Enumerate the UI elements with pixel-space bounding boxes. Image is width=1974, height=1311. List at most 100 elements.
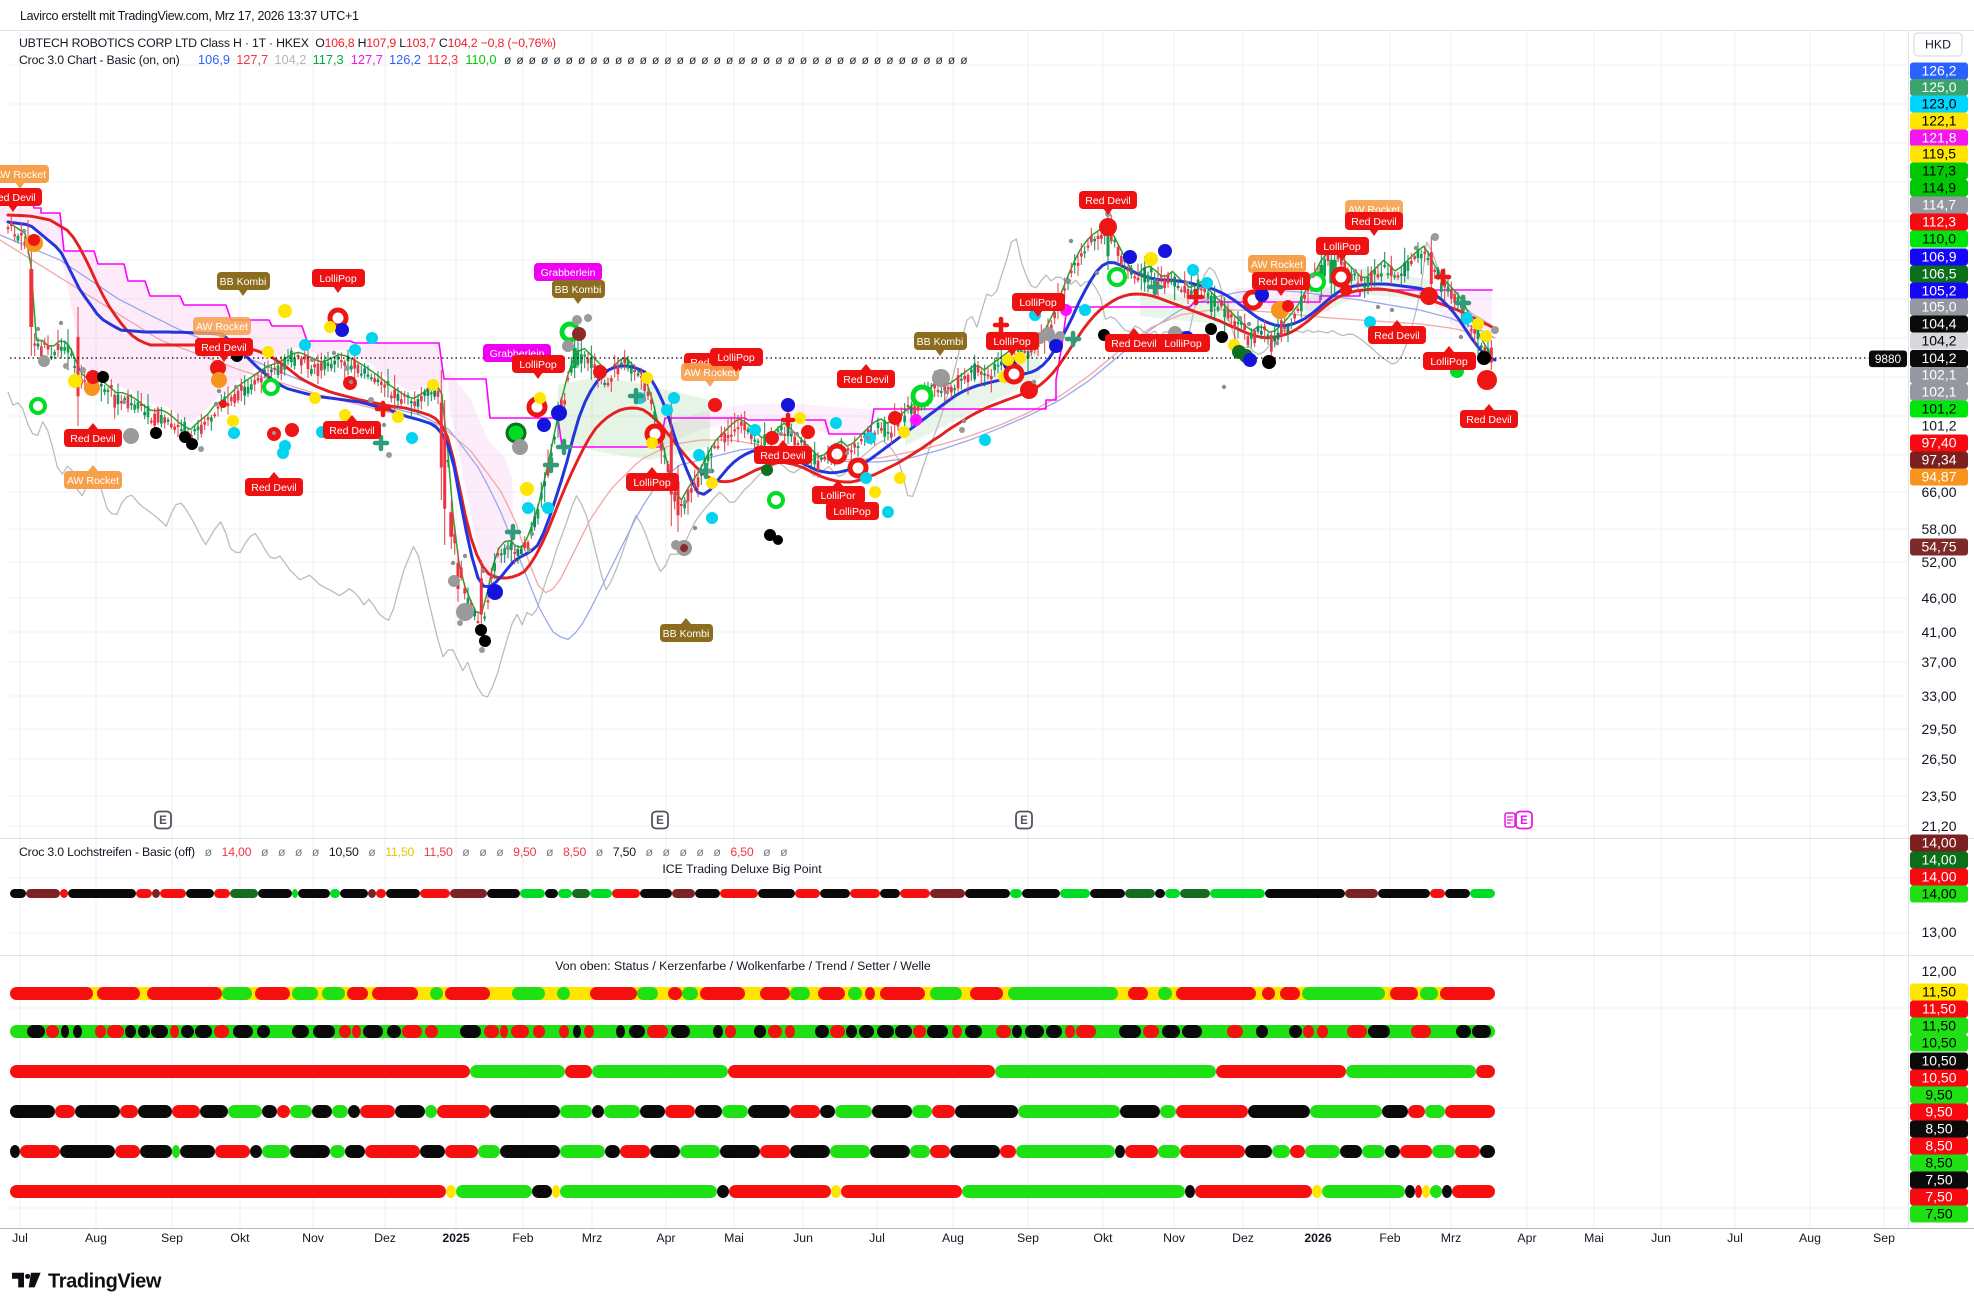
svg-text:8,50: 8,50 <box>1925 1138 1952 1154</box>
svg-text:Red Devil: Red Devil <box>1374 330 1420 342</box>
svg-text:112,3: 112,3 <box>1922 214 1956 230</box>
svg-text:112,3: 112,3 <box>427 52 458 67</box>
svg-text:66,00: 66,00 <box>1921 484 1956 500</box>
svg-text:106,9: 106,9 <box>198 52 230 67</box>
svg-text:Sep: Sep <box>1873 1231 1895 1245</box>
svg-text:E: E <box>1020 815 1028 827</box>
svg-text:8,50: 8,50 <box>1925 1121 1952 1137</box>
svg-text:54,75: 54,75 <box>1921 539 1956 555</box>
svg-text:114,9: 114,9 <box>1922 180 1956 196</box>
svg-text:9880: 9880 <box>1875 352 1902 366</box>
svg-text:BB Kombi: BB Kombi <box>917 336 964 348</box>
svg-text:104,2: 104,2 <box>1921 333 1956 349</box>
svg-text:Grabberlein: Grabberlein <box>541 267 596 279</box>
svg-text:7,50: 7,50 <box>1925 1172 1952 1188</box>
svg-text:41,00: 41,00 <box>1921 624 1956 640</box>
svg-text:BB Kombi: BB Kombi <box>220 276 267 288</box>
svg-text:29,50: 29,50 <box>1921 721 1956 737</box>
svg-text:Feb: Feb <box>1379 1231 1400 1245</box>
svg-text:Aug: Aug <box>1799 1231 1821 1245</box>
svg-text:104,4: 104,4 <box>1921 316 1956 332</box>
svg-text:LolliPop: LolliPop <box>1164 338 1202 350</box>
svg-text:104,2: 104,2 <box>1921 350 1956 366</box>
svg-text:126,2: 126,2 <box>389 52 421 67</box>
svg-text:øøøøøøøøøøøøøøøøøøøøøøøøøøøøøø: øøøøøøøøøøøøøøøøøøøøøøøøøøøøøøøøøøøøøø <box>504 53 973 67</box>
svg-text:Red Devil: Red Devil <box>1351 216 1397 228</box>
svg-text:104,2: 104,2 <box>274 52 306 67</box>
svg-text:LolliPop: LolliPop <box>833 506 871 518</box>
svg-text:Feb: Feb <box>512 1231 533 1245</box>
svg-text:HKD: HKD <box>1925 38 1951 52</box>
svg-text:10,50: 10,50 <box>1921 1053 1956 1069</box>
svg-text:37,00: 37,00 <box>1921 654 1956 670</box>
svg-text:BB Kombi: BB Kombi <box>555 284 602 296</box>
svg-text:125,0: 125,0 <box>1921 79 1956 95</box>
svg-text:110,0: 110,0 <box>465 52 496 67</box>
svg-text:E: E <box>159 815 167 827</box>
svg-text:Red Devil: Red Devil <box>70 433 116 445</box>
svg-text:102,1: 102,1 <box>1921 384 1956 400</box>
svg-text:10,50: 10,50 <box>1921 1035 1956 1051</box>
svg-text:26,50: 26,50 <box>1921 751 1956 767</box>
svg-text:11,50: 11,50 <box>1922 1001 1956 1017</box>
svg-text:2026: 2026 <box>1304 1231 1332 1245</box>
svg-text:119,5: 119,5 <box>1922 146 1956 162</box>
svg-text:Red Devil: Red Devil <box>1466 414 1512 426</box>
svg-text:Croc 3.0 Lochstreifen - Basic: Croc 3.0 Lochstreifen - Basic (off) ø 14… <box>19 845 788 859</box>
svg-text:Sep: Sep <box>1017 1231 1039 1245</box>
svg-text:Mrz: Mrz <box>1441 1231 1462 1245</box>
svg-text:101,2: 101,2 <box>1921 418 1956 434</box>
svg-text:106,9: 106,9 <box>1921 249 1956 265</box>
svg-text:13,00: 13,00 <box>1921 924 1956 940</box>
svg-text:BB Kombi: BB Kombi <box>663 628 710 640</box>
svg-text:Jun: Jun <box>1651 1231 1671 1245</box>
svg-text:LolliPop: LolliPop <box>993 336 1031 348</box>
svg-text:Apr: Apr <box>1517 1231 1536 1245</box>
svg-text:Red Devil: Red Devil <box>201 342 247 354</box>
svg-text:Okt: Okt <box>1093 1231 1113 1245</box>
svg-text:Lavirco erstellt mit TradingVi: Lavirco erstellt mit TradingView.com, Mr… <box>20 9 359 23</box>
svg-text:14,00: 14,00 <box>1921 886 1956 902</box>
svg-text:126,2: 126,2 <box>1921 63 1956 79</box>
svg-text:Jul: Jul <box>869 1231 885 1245</box>
svg-text:14,00: 14,00 <box>1921 852 1956 868</box>
svg-text:52,00: 52,00 <box>1921 554 1956 570</box>
svg-text:Red Devil: Red Devil <box>251 482 297 494</box>
svg-text:97,40: 97,40 <box>1921 435 1956 451</box>
svg-text:Dez: Dez <box>374 1231 396 1245</box>
svg-text:Jul: Jul <box>1727 1231 1743 1245</box>
svg-text:10,50: 10,50 <box>1921 1070 1956 1086</box>
svg-text:Jul: Jul <box>12 1231 28 1245</box>
svg-text:LolliPor: LolliPor <box>820 490 856 502</box>
svg-text:122,1: 122,1 <box>1921 113 1956 129</box>
svg-text:LolliPop: LolliPop <box>519 359 557 371</box>
svg-text:105,0: 105,0 <box>1921 299 1956 315</box>
svg-text:9,50: 9,50 <box>1925 1104 1952 1120</box>
svg-text:Dez: Dez <box>1232 1231 1254 1245</box>
svg-text:101,2: 101,2 <box>1921 401 1956 417</box>
svg-text:97,34: 97,34 <box>1921 452 1956 468</box>
svg-text:AW Rocket: AW Rocket <box>1251 259 1303 271</box>
svg-text:117,3: 117,3 <box>1922 163 1956 179</box>
svg-text:AW Rocket: AW Rocket <box>0 169 46 181</box>
svg-text:Nov: Nov <box>302 1231 325 1245</box>
svg-text:AW Rocket: AW Rocket <box>67 475 119 487</box>
svg-text:Red Devil: Red Devil <box>329 425 375 437</box>
svg-text:114,7: 114,7 <box>1922 197 1956 213</box>
svg-text:Red Devil: Red Devil <box>1258 276 1304 288</box>
svg-text:LolliPop: LolliPop <box>1430 356 1468 368</box>
svg-text:110,0: 110,0 <box>1922 231 1956 247</box>
svg-text:12,00: 12,00 <box>1921 963 1956 979</box>
svg-text:46,00: 46,00 <box>1921 590 1956 606</box>
svg-text:127,7: 127,7 <box>351 52 383 67</box>
svg-text:Red Devil: Red Devil <box>1111 338 1157 350</box>
svg-text:AW Rocket: AW Rocket <box>196 321 248 333</box>
svg-text:Aug: Aug <box>942 1231 964 1245</box>
svg-text:Sep: Sep <box>161 1231 183 1245</box>
svg-text:Mai: Mai <box>1584 1231 1604 1245</box>
svg-text:LolliPop: LolliPop <box>1323 241 1361 253</box>
svg-text:Red Devil: Red Devil <box>0 192 36 204</box>
svg-text:UBTECH ROBOTICS CORP LTD Class: UBTECH ROBOTICS CORP LTD Class H · 1T · … <box>19 36 556 50</box>
svg-text:Red Devil: Red Devil <box>843 374 889 386</box>
svg-text:Okt: Okt <box>230 1231 250 1245</box>
